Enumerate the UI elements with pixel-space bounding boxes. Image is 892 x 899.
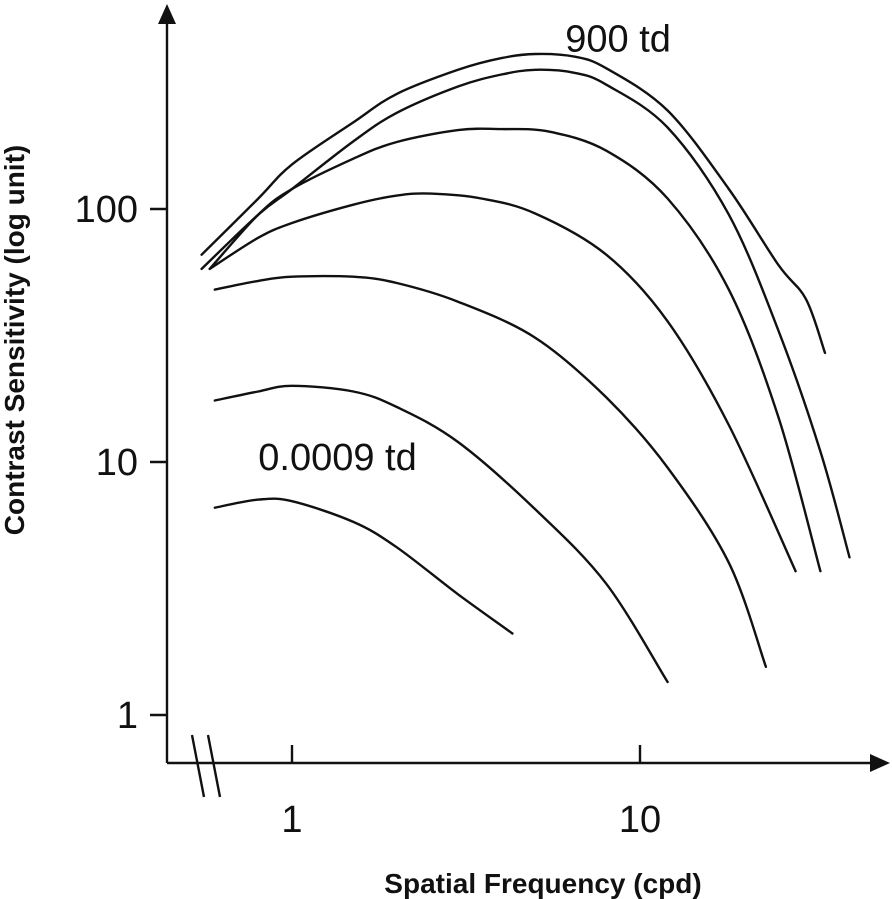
series-line-7 <box>200 52 827 355</box>
series-line-6 <box>200 68 851 559</box>
x-axis-break <box>190 734 222 798</box>
series-group <box>200 52 851 684</box>
x-axis-arrow <box>870 754 890 772</box>
series-line-4 <box>208 192 797 573</box>
y-axis-title: Contrast Sensitivity (log unit) <box>0 145 30 535</box>
series-line-2 <box>213 384 669 684</box>
annotation-label-2: 0.0009 td <box>258 437 416 479</box>
series-line-3 <box>213 274 768 668</box>
y-ticks: 1 10 100 <box>75 189 167 737</box>
x-axis-title: Spatial Frequency (cpd) <box>384 868 701 899</box>
x-tick-label: 10 <box>619 799 661 841</box>
x-ticks: 1 10 <box>281 745 661 841</box>
y-axis-arrow <box>158 4 176 24</box>
x-tick-label: 1 <box>281 799 302 841</box>
axis-break-slash-2 <box>206 734 222 798</box>
plot-area <box>200 52 851 684</box>
y-tick-label: 1 <box>117 695 138 737</box>
axis-break-slash-1 <box>190 734 206 798</box>
annotation-label-1: 900 td <box>565 18 671 60</box>
axes: 1 10 1 10 100 <box>75 4 890 841</box>
y-tick-label: 100 <box>75 189 138 231</box>
series-line-1 <box>213 497 514 635</box>
y-tick-label: 10 <box>96 442 138 484</box>
annotations: 900 td 0.0009 td <box>258 18 671 479</box>
